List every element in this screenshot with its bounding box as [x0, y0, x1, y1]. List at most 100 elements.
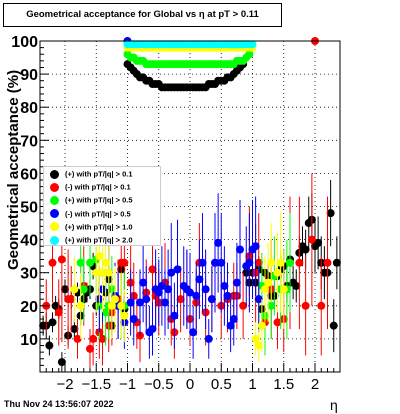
y-tick-label: 50	[20, 200, 38, 217]
legend-label: (+) with pT/|q| > 2.0	[65, 235, 133, 245]
timestamp: Thu Nov 24 13:56:07 2022	[4, 399, 114, 409]
data-point	[245, 258, 254, 267]
data-point	[98, 334, 107, 343]
data-point	[192, 291, 201, 300]
legend-marker	[50, 235, 59, 245]
data-point	[267, 258, 276, 267]
data-point	[323, 258, 332, 267]
data-point	[267, 301, 276, 310]
data-point	[48, 318, 57, 327]
legend-label: (+) with pT/|q| > 1.0	[65, 222, 133, 232]
y-tick-label: 80	[20, 100, 38, 117]
legend-label: (-) with pT/|q| > 0.5	[65, 209, 131, 219]
data-point	[136, 298, 144, 307]
x-tick-label: −1.5	[81, 376, 111, 393]
y-tick-label: 90	[20, 67, 38, 84]
data-point	[189, 328, 198, 337]
series-3	[95, 37, 263, 359]
x-axis-title: η	[330, 397, 338, 413]
data-point	[70, 285, 79, 294]
data-point	[167, 268, 176, 277]
y-tick-label: 40	[20, 233, 38, 250]
data-point	[164, 285, 173, 294]
data-point	[67, 295, 76, 304]
data-point	[161, 298, 169, 307]
data-point	[54, 308, 63, 317]
data-point	[173, 265, 182, 274]
data-point	[101, 308, 110, 317]
x-tick-label: −1	[119, 376, 136, 393]
data-point	[48, 258, 57, 267]
legend-marker	[50, 209, 59, 219]
legend-entry: (+) with pT/|q| > 1.0	[46, 222, 133, 235]
data-point	[261, 285, 269, 294]
data-point	[195, 275, 204, 284]
data-point	[104, 268, 113, 277]
data-point	[57, 358, 66, 367]
data-point	[142, 295, 151, 304]
data-point	[139, 278, 148, 287]
legend-label: (+) with pT/|q| > 0.1	[65, 169, 133, 179]
data-point	[86, 344, 94, 353]
title-box: Geometrical acceptance for Global vs η a…	[3, 3, 282, 27]
legend-marker	[50, 182, 59, 192]
data-point	[326, 209, 335, 218]
data-point	[111, 295, 119, 304]
data-point	[57, 255, 66, 264]
legend-label: (-) with pT/|q| > 0.1	[65, 182, 131, 192]
data-point	[279, 285, 288, 294]
x-tick-label: 2	[311, 376, 319, 393]
data-point	[317, 301, 326, 310]
data-point	[126, 298, 135, 307]
data-point	[229, 315, 238, 324]
legend-entry: (+) with pT/|q| > 2.0	[46, 235, 133, 248]
legend-entry: (+) with pT/|q| > 0.1	[46, 169, 133, 182]
data-point	[251, 334, 260, 343]
data-point	[120, 311, 129, 320]
data-point	[254, 258, 263, 267]
data-point	[154, 288, 163, 297]
data-point	[254, 341, 263, 350]
data-point	[301, 245, 310, 254]
data-point	[117, 301, 126, 310]
data-point	[223, 291, 232, 300]
y-tick-label: 60	[20, 166, 38, 183]
data-point	[273, 268, 282, 277]
y-tick-label: 20	[20, 299, 38, 316]
data-point	[332, 258, 341, 267]
data-point	[73, 334, 82, 343]
data-point	[79, 285, 88, 294]
data-point	[201, 285, 210, 294]
x-tick-label: 0	[186, 376, 194, 393]
data-point	[273, 318, 282, 327]
data-point	[264, 278, 273, 287]
data-point	[45, 341, 54, 350]
data-point	[170, 311, 179, 320]
data-point	[207, 295, 216, 304]
axis-layer: 10 20 30 40 50 60 70 80 90 100 −2 −1.5 −1 −0.5 0 0.5 1 1.…	[11, 34, 341, 393]
legend-entry: (+) with pT/|q| > 0.5	[46, 195, 133, 208]
data-point	[107, 301, 116, 310]
data-point	[251, 242, 260, 251]
legend-marker	[50, 222, 59, 232]
data-point	[276, 258, 285, 267]
y-axis-title: Geometrical acceptance (%)	[5, 69, 22, 270]
data-point	[286, 258, 294, 267]
data-point	[236, 245, 244, 254]
data-point	[92, 268, 101, 277]
x-tick-label: 0.5	[211, 376, 232, 393]
data-point	[248, 40, 257, 49]
data-point	[120, 258, 129, 267]
y-tick-label: 70	[20, 133, 38, 150]
data-point	[232, 278, 241, 287]
data-point	[176, 295, 185, 304]
chart-title: Geometrical acceptance for Global vs η a…	[26, 9, 259, 20]
x-tick-label: 1	[248, 376, 256, 393]
y-tick-label: 100	[11, 34, 38, 51]
data-point	[101, 258, 110, 267]
series-1	[42, 37, 332, 369]
data-point	[329, 321, 338, 330]
series-layer	[39, 37, 341, 372]
y-tick-label: 10	[20, 332, 38, 349]
